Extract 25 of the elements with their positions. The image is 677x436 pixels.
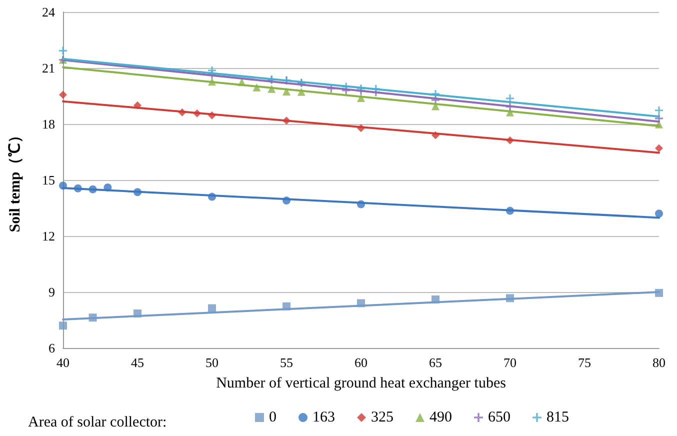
legend-label: 490 <box>430 410 452 426</box>
y-axis-title: Soil temp（℃） <box>8 128 24 232</box>
x-tick-label: 55 <box>280 355 293 370</box>
x-tick-label: 65 <box>429 355 442 370</box>
y-tick-label: 24 <box>42 4 56 20</box>
x-tick-label: 60 <box>354 355 368 370</box>
legend-label: 163 <box>312 410 335 426</box>
legend-label: 0 <box>269 410 276 426</box>
y-tick-label: 6 <box>48 340 56 356</box>
x-tick-label: 50 <box>206 355 218 370</box>
legend-title: Area of solar collector: <box>28 414 167 430</box>
x-tick-label: 70 <box>504 355 516 370</box>
x-tick-label: 45 <box>131 355 144 370</box>
x-tick-label: 80 <box>652 355 666 370</box>
y-tick-label: 12 <box>42 228 55 244</box>
legend-label: 650 <box>488 410 510 426</box>
x-tick-label: 40 <box>56 355 70 370</box>
y-tick-label: 18 <box>42 116 55 132</box>
legend-label: 325 <box>371 410 394 426</box>
x-tick-label: 75 <box>578 355 591 370</box>
x-axis-title: Number of vertical ground heat exchanger tubes <box>216 376 506 392</box>
y-tick-label: 21 <box>42 60 55 76</box>
y-tick-label: 15 <box>42 172 55 188</box>
y-tick-label: 9 <box>48 284 55 300</box>
legend-label: 815 <box>546 410 569 426</box>
